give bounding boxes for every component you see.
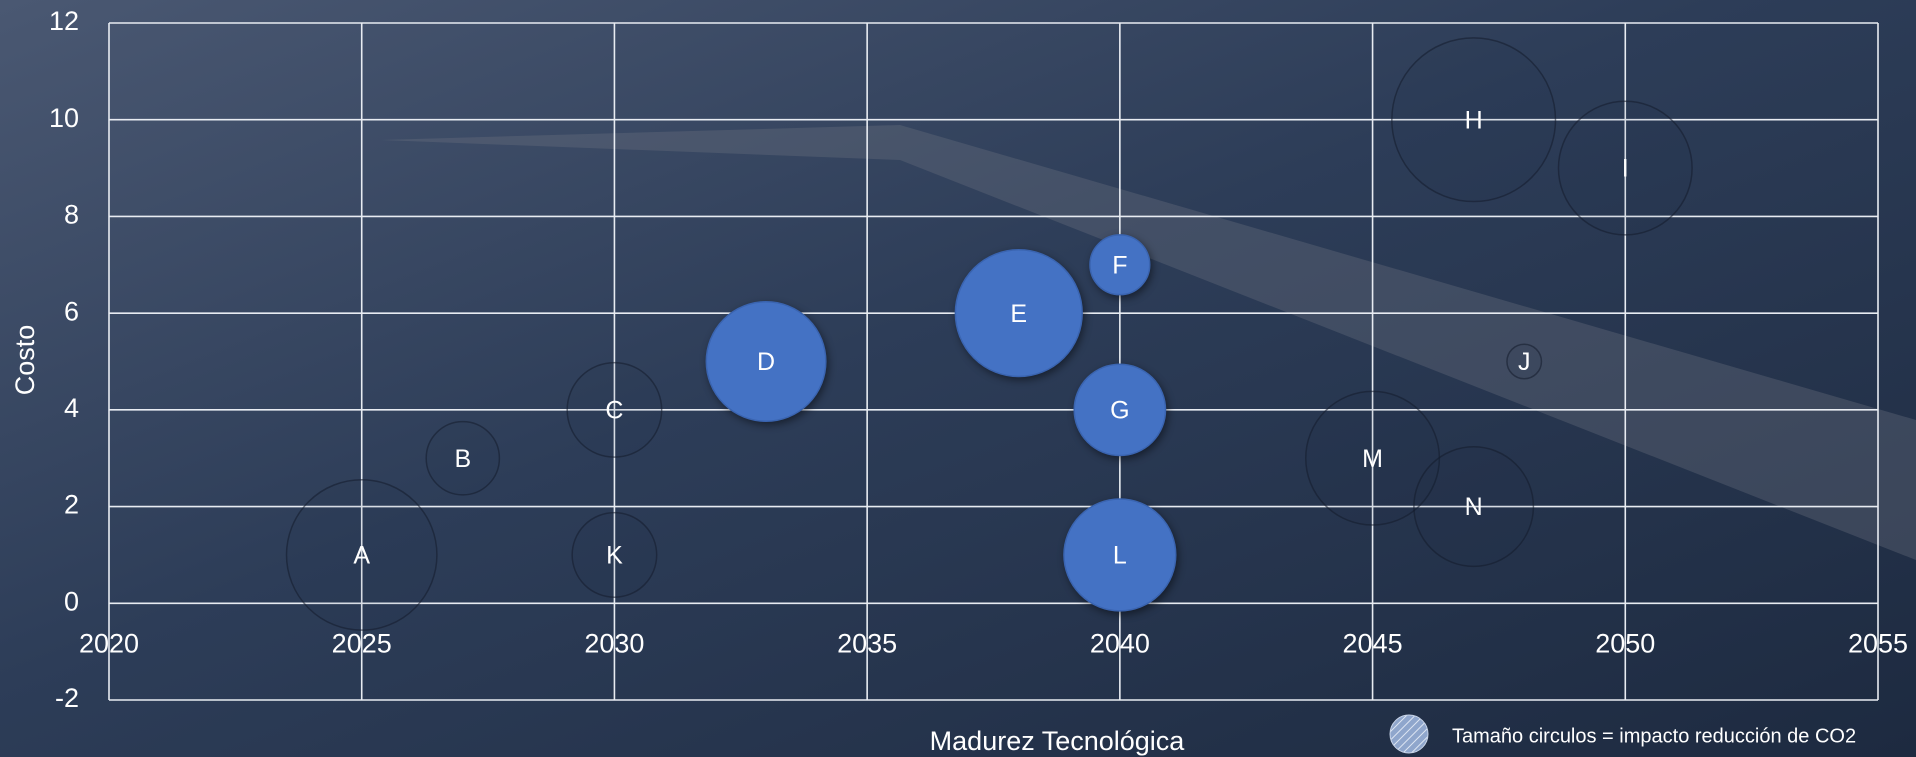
- x-tick-label: 2035: [837, 628, 897, 658]
- y-axis-title: Costo: [10, 325, 40, 396]
- x-tick-label: 2020: [79, 628, 139, 658]
- bubble: [1413, 446, 1535, 568]
- y-tick-label: 12: [49, 6, 79, 36]
- x-tick-label: 2030: [584, 628, 644, 658]
- bubble: [1391, 37, 1557, 203]
- bubble: [571, 511, 658, 598]
- bubble: [566, 361, 663, 458]
- bubble: [705, 300, 827, 423]
- y-tick-label: 10: [49, 103, 79, 133]
- bubble-label: H: [1465, 106, 1483, 134]
- bubble: [1073, 363, 1167, 457]
- bridge-decoration: [380, 125, 1916, 560]
- bubble-label: I: [1622, 155, 1629, 183]
- bubble: [425, 420, 501, 496]
- legend-note: Tamaño circulos = impacto reducción de C…: [1452, 725, 1856, 747]
- bubble-label: L: [1113, 542, 1127, 570]
- x-axis-title: Madurez Tecnológica: [930, 726, 1186, 756]
- y-tick-label: 0: [64, 586, 79, 616]
- bubble-label: F: [1112, 251, 1127, 279]
- bubble-label: C: [605, 396, 623, 424]
- bubble-label: M: [1362, 445, 1383, 473]
- bubble-label: K: [606, 542, 623, 570]
- bubble-label: B: [454, 445, 471, 473]
- y-tick-label: 2: [64, 490, 79, 520]
- y-tick-label: 4: [64, 393, 79, 423]
- plot-area: -2 0 2 4 6 8 10 12 2020 2025 2030 2035 2040 2045 2050 2…: [49, 6, 1908, 713]
- bubble-label: D: [757, 348, 775, 376]
- bubble: [1063, 498, 1177, 612]
- y-tick-label: -2: [55, 683, 79, 713]
- bubble-label: N: [1465, 493, 1483, 521]
- bubble: [285, 478, 438, 631]
- bubble-label: G: [1110, 396, 1129, 424]
- x-tick-label: 2040: [1090, 628, 1150, 658]
- x-tick-label: 2025: [332, 628, 392, 658]
- bubble-label: J: [1518, 348, 1531, 376]
- x-tick-label: 2055: [1848, 628, 1908, 658]
- bubble: [1089, 234, 1151, 296]
- x-tick-label: 2045: [1343, 628, 1403, 658]
- bubble-label: A: [353, 542, 370, 570]
- x-tick-label: 2050: [1595, 628, 1655, 658]
- bubble: [1506, 343, 1543, 380]
- legend-icon: [1389, 714, 1429, 754]
- bubble: [1557, 100, 1693, 236]
- bubble-label: E: [1010, 300, 1027, 328]
- bubble: [954, 248, 1083, 378]
- y-tick-label: 8: [64, 200, 79, 230]
- y-tick-label: 6: [64, 296, 79, 326]
